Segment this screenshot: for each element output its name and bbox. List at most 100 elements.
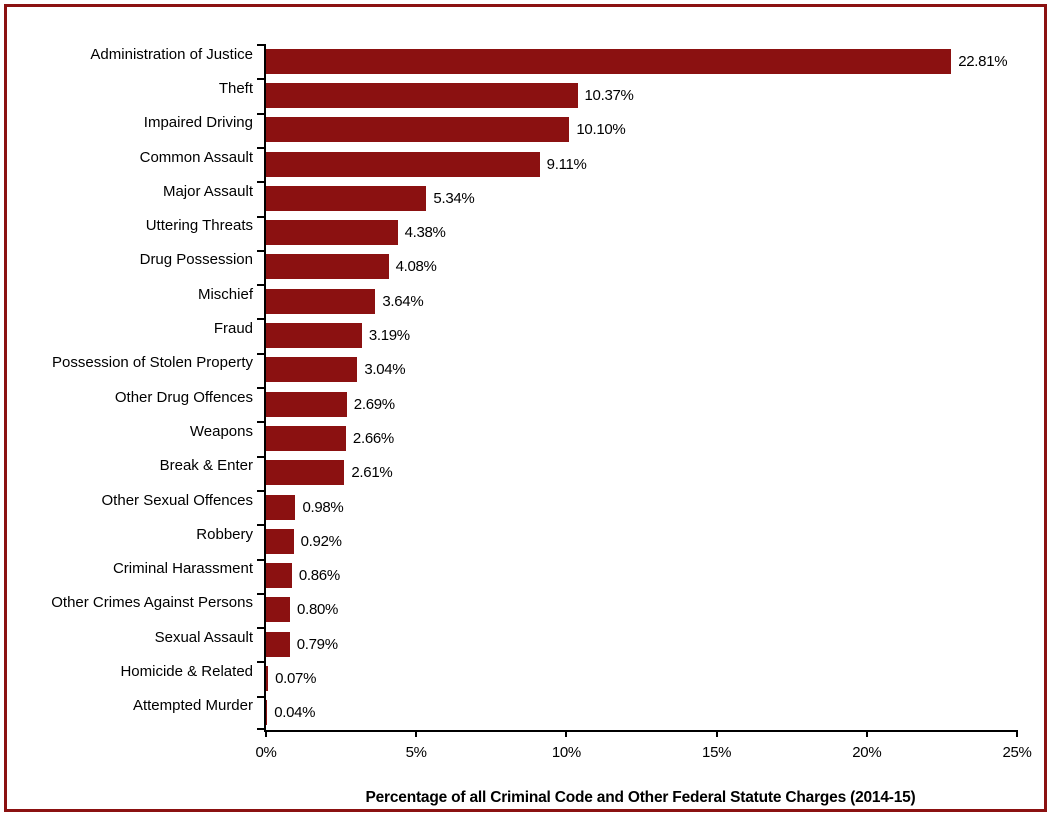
category-label: Major Assault [162,182,253,200]
bar-value-label: 2.69% [353,395,395,413]
y-tick [257,661,266,664]
category-label: Weapons [189,422,253,440]
bar-row: 0.92% [266,524,1017,558]
y-tick [257,728,266,730]
bar [266,185,427,211]
x-tick [865,730,868,737]
x-axis-title: Percentage of all Criminal Code and Othe… [365,789,916,806]
category-label: Theft [218,79,253,97]
y-tick [257,44,266,46]
bar [266,288,376,314]
y-tick [257,249,266,252]
category-label: Impaired Driving [143,114,253,132]
bar [266,631,290,657]
category-label: Other Sexual Offences [101,491,253,509]
y-tick [257,489,266,492]
category-label: Uttering Threats [145,217,253,235]
bar-row: 2.69% [266,387,1017,421]
bar-row: 9.11% [266,147,1017,181]
bar-row: 0.98% [266,490,1017,524]
bar-row: 0.80% [266,593,1017,627]
y-tick [257,318,266,321]
y-tick [257,558,266,561]
category-label: Administration of Justice [90,45,253,63]
y-tick [257,352,266,355]
bar-row: 4.38% [266,215,1017,249]
bar [266,494,296,520]
bar [266,117,570,143]
category-label: Sexual Assault [154,628,253,646]
bar-row: 10.10% [266,113,1017,147]
x-tick-label: 10% [551,744,581,761]
bar-value-label: 3.04% [364,361,406,379]
bar-value-label: 0.07% [275,669,317,687]
y-tick [257,181,266,184]
category-label: Attempted Murder [132,697,253,715]
bar-row: 0.04% [266,696,1017,730]
bar [266,220,398,246]
bar-row: 2.66% [266,421,1017,455]
bar-value-label: 4.38% [404,224,446,242]
bar [266,151,540,177]
category-label: Homicide & Related [120,663,253,681]
category-label: Criminal Harassment [112,560,253,578]
bar [266,391,347,417]
bar-value-label: 22.81% [958,52,1008,70]
category-label: Other Crimes Against Persons [51,594,253,612]
chart-frame: Administration of Justice Theft Impaired D… [4,4,1047,812]
y-tick [257,387,266,389]
category-label: Robbery [196,525,253,543]
bar-row: 4.08% [266,250,1017,284]
bar-row: 0.07% [266,661,1017,695]
y-tick [257,78,266,81]
bar-value-label: 0.98% [302,498,344,516]
bar-row: 5.34% [266,181,1017,215]
bar-value-label: 3.64% [382,292,424,310]
bar-row: 3.64% [266,284,1017,318]
y-tick [257,146,266,149]
bar-value-label: 4.08% [395,258,437,276]
bar-row: 22.81% [266,44,1017,78]
y-tick [257,215,266,218]
y-tick [257,627,266,630]
category-label: Fraud [213,320,253,338]
x-tick-label: 25% [1002,744,1032,761]
bar [266,425,346,451]
bar-chart-plot-area: 22.81% 10.37% 10.10% 9.11% 5.34% 4.38% 4.08% 3.… [255,44,1032,761]
category-label: Break & Enter [159,457,253,475]
category-label: Other Drug Offences [114,388,253,406]
y-tick [257,455,266,458]
x-tick-label: 5% [405,744,427,761]
x-tick-label: 0% [255,744,277,761]
x-tick-label: 20% [852,744,882,761]
x-tick [715,730,718,737]
y-tick [257,284,266,287]
bar [266,528,294,554]
x-tick [265,730,267,737]
x-tick [1016,730,1018,737]
bar-row: 10.37% [266,78,1017,112]
bar [266,357,358,383]
bar-series: 22.81% 10.37% 10.10% 9.11% 5.34% 4.38% 4.08% 3.… [266,44,1017,730]
bar-row: 2.61% [266,456,1017,490]
bar [266,254,389,280]
bar-value-label: 0.92% [300,532,342,550]
x-tick-label: 15% [702,744,732,761]
bar-value-label: 2.61% [351,464,393,482]
bar [266,48,952,74]
bar-value-label: 9.11% [546,155,587,173]
y-tick [257,592,266,595]
bar [266,82,578,108]
bar-value-label: 0.04% [274,704,316,722]
x-tick [415,730,418,737]
bar-value-label: 10.37% [584,86,634,104]
y-tick [257,112,266,115]
category-label: Mischief [197,285,253,303]
bar-value-label: 0.86% [298,567,340,585]
category-label: Drug Possession [139,251,253,269]
bar-value-label: 3.19% [368,327,410,345]
category-label: Common Assault [139,148,253,166]
bar [266,700,268,726]
y-tick [257,421,266,424]
category-label: Possession of Stolen Property [52,354,253,372]
